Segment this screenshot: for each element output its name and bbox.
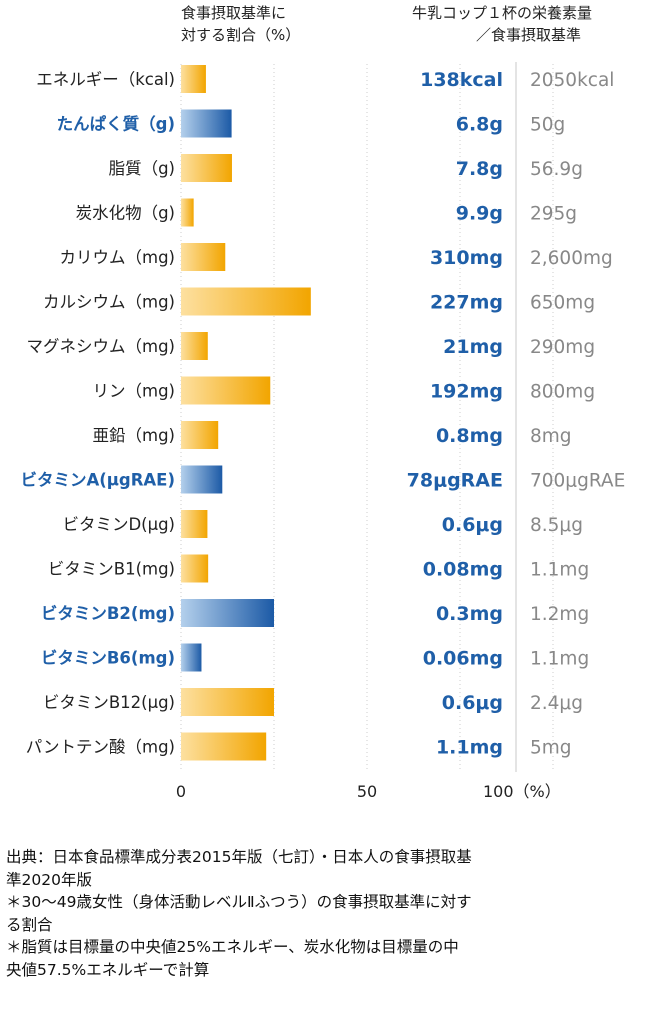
nutrient-label: たんぱく質（g): [57, 114, 175, 134]
bar: [181, 243, 226, 271]
intake-header: 牛乳コップ１杯の栄養素量 ／食事摂取基準: [412, 2, 592, 46]
standard-value: 290mg: [530, 337, 595, 358]
x-tick-label: 100（%）: [483, 782, 561, 801]
amount-value: 227mg: [430, 292, 503, 314]
amount-value: 21mg: [443, 336, 503, 358]
source-line-3: ＊30〜49歳女性（身体活動レベルⅡふつう）の食事摂取基準に対す: [6, 893, 472, 911]
bar: [181, 465, 223, 494]
nutrient-label: 脂質（g): [109, 159, 175, 178]
amount-value: 9.9g: [456, 203, 503, 225]
nutrient-label: 炭水化物（g): [76, 204, 175, 223]
source-line-5: ＊脂質は目標量の中央値25%エネルギー、炭水化物は目標量の中: [6, 938, 459, 956]
amount-value: 0.6μg: [442, 514, 503, 536]
amount-value: 138kcal: [420, 69, 503, 91]
bar: [181, 287, 311, 316]
standard-value: 800mg: [530, 382, 595, 403]
bar-layer: [181, 65, 311, 761]
amount-value: 0.06mg: [423, 648, 503, 670]
bar: [181, 109, 232, 138]
standard-value: 2,600mg: [530, 248, 613, 269]
bar: [181, 643, 202, 672]
nutrient-label: ビタミンA(μgRAE): [20, 471, 175, 490]
standard-value: 1.1mg: [530, 649, 589, 670]
standard-value: 650mg: [530, 293, 595, 314]
nutrient-bar-chart: エネルギー（kcal) 138kcal 2050kcal たんぱく質（g) 6.8g 50…: [20, 62, 625, 801]
amount-value: 0.3mg: [436, 603, 503, 625]
standard-value: 2050kcal: [530, 70, 614, 91]
bar: [181, 510, 208, 538]
x-tick-label: 50: [357, 782, 377, 801]
source-line-6: 央値57.5%エネルギーで計算: [6, 960, 210, 979]
nutrient-label: カリウム（mg): [60, 248, 175, 267]
nutrient-label: ビタミンB2(mg): [41, 604, 175, 623]
nutrient-label: マグネシウム（mg): [27, 337, 175, 356]
bar: [181, 154, 232, 182]
bar: [181, 732, 267, 761]
standard-value: 1.1mg: [530, 560, 589, 581]
standard-value: 56.9g: [530, 159, 583, 180]
source-line-4: る割合: [6, 915, 53, 934]
amount-value: 6.8g: [456, 114, 503, 136]
amount-value: 192mg: [430, 381, 503, 403]
amount-value: 0.08mg: [423, 559, 503, 581]
bar: [181, 688, 274, 716]
bar: [181, 599, 274, 627]
bar: [181, 198, 194, 227]
standard-value: 2.4μg: [530, 693, 583, 714]
standard-value: 50g: [530, 115, 565, 136]
amount-value: 78μgRAE: [407, 470, 503, 492]
standard-value: 1.2mg: [530, 604, 589, 625]
ratio-header-line1: 食事摂取基準に: [181, 4, 287, 22]
nutrient-label: カルシウム（mg): [43, 293, 175, 312]
x-tick-label: 0: [176, 782, 186, 801]
nutrient-label: パントテン酸（mg): [26, 738, 175, 757]
ratio-header: 食事摂取基準に 対する割合（%）: [181, 2, 300, 46]
source-line-2: 準2020年版: [6, 870, 92, 889]
grid-layer: [180, 62, 554, 772]
bar: [181, 554, 209, 583]
intake-header-line2: ／食事摂取基準: [476, 26, 582, 44]
standard-value: 8mg: [530, 426, 572, 447]
standard-value: 295g: [530, 204, 577, 225]
nutrient-label: エネルギー（kcal): [36, 70, 175, 89]
amount-value: 0.8mg: [436, 425, 503, 447]
ratio-header-line2: 対する割合（%）: [181, 26, 301, 44]
nutrient-label: ビタミンB6(mg): [41, 649, 175, 668]
amount-value: 0.6μg: [442, 692, 503, 714]
standard-value: 5mg: [530, 738, 572, 759]
nutrient-label: ビタミンB12(μg): [43, 693, 175, 712]
bar: [181, 376, 271, 405]
nutrient-label: 亜鉛（mg): [93, 426, 175, 445]
amount-value: 7.8g: [456, 158, 503, 180]
standard-value: 700μgRAE: [530, 471, 625, 492]
nutrient-label: ビタミンD(μg): [62, 515, 175, 534]
bar: [181, 65, 206, 93]
bar: [181, 332, 208, 360]
intake-header-line1: 牛乳コップ１杯の栄養素量: [412, 4, 593, 22]
amount-value: 1.1mg: [436, 737, 503, 759]
standard-value: 8.5μg: [530, 515, 583, 536]
source-line-1: 出典：日本食品標準成分表2015年版（七訂）・日本人の食事摂取基: [6, 848, 472, 866]
text-layer: エネルギー（kcal) 138kcal 2050kcal たんぱく質（g) 6.8g 50…: [20, 69, 625, 801]
nutrient-label: ビタミンB1(mg): [48, 560, 175, 579]
amount-value: 310mg: [430, 247, 503, 269]
bar: [181, 421, 219, 449]
nutrient-label: リン（mg): [93, 382, 175, 401]
source-note: 出典：日本食品標準成分表2015年版（七訂）・日本人の食事摂取基 準2020年版…: [6, 846, 650, 981]
